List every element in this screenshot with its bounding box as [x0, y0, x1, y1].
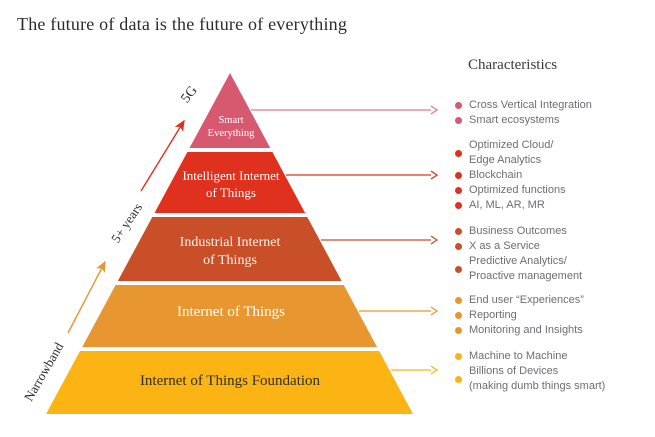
- list-item-label: Optimized Cloud/ Edge Analytics: [469, 139, 554, 166]
- characteristic-group: Machine to Machine Billions of Devices (m…: [455, 349, 653, 394]
- list-item-label: Business Outcomes: [469, 225, 567, 237]
- bullet-icon: [455, 149, 462, 157]
- bullet-icon: [455, 327, 462, 334]
- list-item: X as a Service: [455, 239, 653, 254]
- layer-label-industrial-iot: Industrial Internet of Things: [179, 235, 281, 268]
- layer-label-intelligent-iot: Intelligent Internet of Things: [182, 168, 280, 200]
- bullet-icon: [455, 312, 462, 319]
- pyramid-layer-internet-of-things: [82, 285, 377, 347]
- bullet-icon: [455, 297, 462, 304]
- axis-arrow-lower: [67, 260, 106, 334]
- pyramid-layer-internet-of-things-foundation: [46, 351, 413, 414]
- characteristic-group: End user “Experiences” Reporting Monitorin…: [455, 293, 653, 338]
- list-item: Billions of Devices (making dumb things …: [455, 364, 653, 394]
- characteristic-group: Cross Vertical Integration Smart ecosyste…: [455, 98, 653, 128]
- list-item-label: Billions of Devices (making dumb things …: [469, 365, 606, 392]
- bullet-icon: [455, 102, 462, 109]
- list-item: End user “Experiences”: [455, 293, 653, 308]
- page-title: The future of data is the future of ever…: [17, 14, 348, 34]
- list-item: Optimized Cloud/ Edge Analytics: [455, 138, 653, 168]
- layer-label-internet-of-things: Internet of Things: [176, 304, 286, 320]
- list-item-label: Optimized functions: [469, 184, 566, 196]
- list-item: Monitoring and Insights: [455, 323, 653, 338]
- list-item-label: End user “Experiences”: [469, 294, 584, 306]
- layer-label-iot-foundation: Internet of Things Foundation: [139, 373, 321, 389]
- bullet-icon: [455, 202, 462, 209]
- list-item: Smart ecosystems: [455, 113, 653, 128]
- list-item: Optimized functions: [455, 183, 653, 198]
- list-item-label: X as a Service: [469, 240, 540, 252]
- bullet-icon: [455, 187, 462, 194]
- list-item-label: AI, ML, AR, MR: [469, 199, 545, 211]
- list-item: Business Outcomes: [455, 224, 653, 239]
- list-item: Cross Vertical Integration: [455, 98, 653, 113]
- pyramid-layer-intelligent-internet-of-things: [154, 152, 306, 213]
- list-item-label: Predictive Analytics/ Proactive manageme…: [469, 255, 583, 282]
- layer-label-smart-everything: Smart Everything: [207, 115, 255, 139]
- connector-arrowhead-icon: [430, 365, 439, 375]
- bullet-icon: [455, 172, 462, 179]
- list-item-label: Reporting: [469, 309, 517, 321]
- list-item: Predictive Analytics/ Proactive manageme…: [455, 254, 653, 284]
- pyramid-layer-industrial-internet-of-things: [117, 217, 342, 281]
- characteristic-group: Optimized Cloud/ Edge Analytics Blockchai…: [455, 138, 653, 213]
- list-item: Reporting: [455, 308, 653, 323]
- characteristic-group: Business Outcomes X as a Service Predictiv…: [455, 224, 653, 284]
- list-item-label: Blockchain: [469, 169, 523, 181]
- bullet-icon: [455, 228, 462, 235]
- connector-arrowhead-icon: [430, 170, 439, 180]
- list-item: Machine to Machine: [455, 349, 653, 364]
- connector-arrowhead-icon: [430, 235, 439, 245]
- bullet-icon: [455, 265, 462, 273]
- list-item-label: Smart ecosystems: [469, 114, 560, 126]
- bullet-icon: [455, 375, 462, 383]
- list-item: AI, ML, AR, MR: [455, 198, 653, 213]
- list-item-label: Monitoring and Insights: [469, 324, 583, 336]
- list-item: Blockchain: [455, 168, 653, 183]
- characteristics-header: Characteristics: [468, 57, 558, 73]
- list-item-label: Cross Vertical Integration: [469, 99, 592, 111]
- bullet-icon: [455, 353, 462, 360]
- connector-arrowhead-icon: [430, 105, 439, 115]
- list-item-label: Machine to Machine: [469, 350, 568, 362]
- connector-arrowhead-icon: [430, 306, 439, 316]
- bullet-icon: [455, 117, 462, 124]
- bullet-icon: [455, 243, 462, 250]
- axis-arrow-upper: [140, 119, 185, 192]
- pyramid-layer-smart-everything: [189, 73, 271, 148]
